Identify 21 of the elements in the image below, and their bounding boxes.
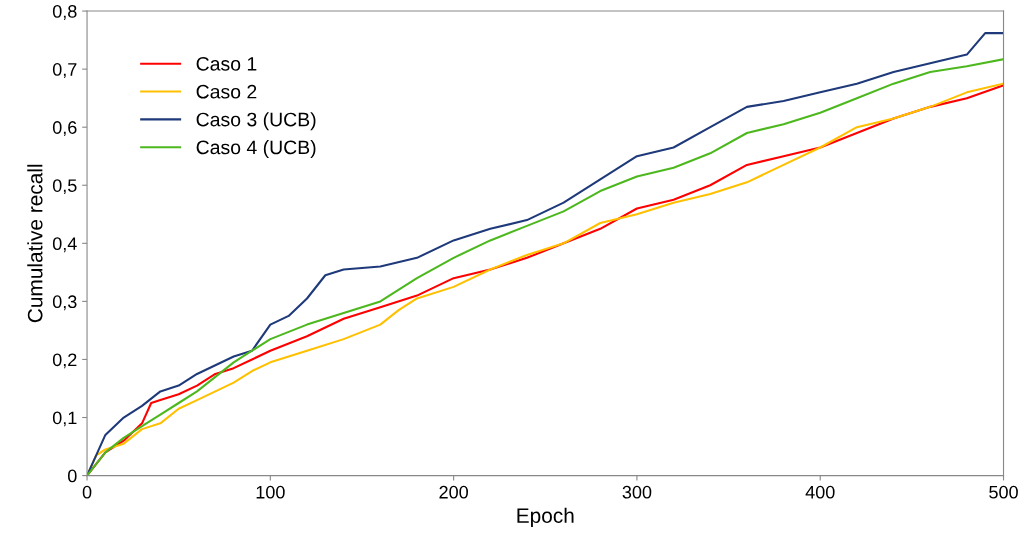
x-tick-label: 0 (82, 485, 92, 499)
x-tick-label: 300 (622, 485, 652, 499)
y-tick-label: 0 (67, 469, 77, 483)
legend-label: Caso 4 (UCB) (196, 139, 316, 159)
y-tick-label: 0,5 (52, 179, 77, 195)
x-tick-label: 200 (439, 485, 468, 499)
y-tick-label: 0,3 (52, 295, 77, 311)
legend-label: Caso 1 (196, 56, 257, 71)
legend-label: Caso 3 (UCB) (196, 112, 316, 131)
y-tick-label: 0,8 (52, 4, 77, 20)
y-tick-label: 0,7 (52, 63, 77, 78)
y-tick-label: 0,4 (52, 237, 77, 253)
x-axis-title: Epoch (517, 507, 574, 528)
y-tick-label: 0,6 (52, 121, 77, 137)
x-tick-label: 100 (256, 485, 285, 499)
y-axis-title: Cumulative recall (27, 164, 43, 323)
x-tick-label: 400 (805, 485, 835, 499)
x-tick-label: 500 (989, 485, 1018, 499)
y-tick-label: 0,1 (52, 411, 77, 427)
y-tick-label: 0,2 (52, 353, 77, 369)
legend-label: Caso 2 (196, 84, 257, 99)
